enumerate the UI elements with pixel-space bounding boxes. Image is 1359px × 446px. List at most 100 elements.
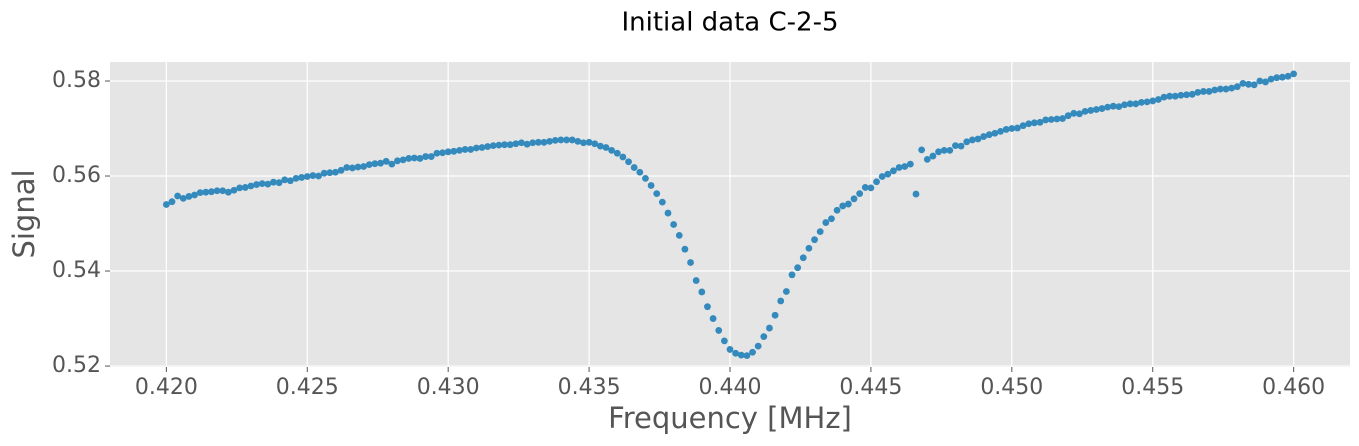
data-point <box>895 164 903 171</box>
data-point <box>811 236 818 244</box>
data-point <box>698 288 706 296</box>
data-point <box>168 198 176 206</box>
data-point <box>382 157 390 165</box>
data-point <box>912 190 920 198</box>
data-point <box>1076 110 1083 118</box>
data-point <box>399 156 407 164</box>
data-point <box>850 195 858 203</box>
data-point <box>844 200 852 208</box>
data-point <box>416 155 424 162</box>
data-point <box>1104 103 1112 111</box>
data-point <box>1138 98 1145 106</box>
data-point <box>456 146 463 154</box>
data-point <box>636 168 644 176</box>
data-point <box>1228 84 1236 92</box>
data-point <box>1188 90 1196 98</box>
data-point <box>946 146 954 154</box>
data-point <box>270 178 277 186</box>
data-point <box>461 146 469 153</box>
data-point <box>422 153 430 160</box>
data-point <box>619 153 627 161</box>
data-point <box>918 146 926 154</box>
data-point <box>833 206 841 214</box>
data-point <box>704 303 711 311</box>
data-point <box>1262 78 1269 86</box>
data-point <box>692 277 700 284</box>
data-point <box>1166 92 1174 100</box>
y-tick-label: 0.56 <box>52 163 101 188</box>
data-point <box>1278 73 1286 81</box>
data-point <box>1042 116 1050 124</box>
data-point <box>546 137 554 145</box>
data-point <box>529 139 537 147</box>
data-point <box>935 148 942 156</box>
data-point <box>1194 89 1202 96</box>
y-axis-label: Signal <box>7 169 41 258</box>
data-point <box>923 155 931 163</box>
data-point <box>1019 122 1027 130</box>
data-point <box>377 159 384 167</box>
data-point <box>394 157 401 165</box>
data-point <box>563 136 570 144</box>
data-point <box>940 146 948 154</box>
data-point <box>1171 92 1179 100</box>
data-point <box>957 142 965 150</box>
data-point <box>551 136 559 144</box>
data-point <box>191 191 198 199</box>
data-point <box>1177 91 1185 99</box>
data-point <box>732 349 740 357</box>
data-point <box>472 144 480 152</box>
data-point <box>788 271 796 279</box>
data-point <box>1245 80 1252 88</box>
data-point <box>580 139 587 147</box>
x-tick-label: 0.425 <box>276 375 339 400</box>
data-point <box>224 188 232 196</box>
data-point <box>1154 96 1162 103</box>
data-point <box>219 187 227 195</box>
data-point <box>771 311 779 319</box>
data-point <box>348 164 356 172</box>
data-point <box>974 135 982 143</box>
y-tick-label: 0.52 <box>52 353 101 378</box>
data-point <box>709 315 717 322</box>
x-tick-label: 0.420 <box>135 375 198 400</box>
data-point <box>737 351 745 359</box>
data-point <box>839 202 847 210</box>
data-point <box>670 221 678 228</box>
data-point <box>884 170 892 178</box>
data-point <box>1183 91 1190 99</box>
data-point <box>890 167 897 175</box>
data-point <box>1284 72 1292 80</box>
data-point <box>653 190 661 197</box>
data-point <box>1267 75 1275 83</box>
data-point <box>236 184 244 192</box>
data-point <box>360 163 368 170</box>
data-point <box>642 174 649 182</box>
data-point <box>822 219 830 226</box>
data-point <box>501 141 508 149</box>
data-point <box>1211 86 1219 94</box>
data-point <box>185 193 193 200</box>
data-point <box>281 176 289 184</box>
data-point <box>675 232 683 239</box>
chart-title: Initial data C-2-5 <box>621 8 838 38</box>
data-point <box>332 168 339 176</box>
data-point <box>1115 103 1123 111</box>
data-point <box>906 160 914 168</box>
x-tick-label: 0.440 <box>699 375 762 400</box>
data-point <box>805 244 813 252</box>
data-point <box>968 136 976 144</box>
data-point <box>439 149 446 157</box>
data-point <box>247 182 255 190</box>
data-point <box>754 342 762 350</box>
y-tick-label: 0.58 <box>52 68 101 93</box>
data-point <box>867 184 875 192</box>
data-point <box>1030 119 1038 127</box>
data-point <box>1081 108 1089 115</box>
data-point <box>980 133 988 140</box>
data-point <box>467 146 475 153</box>
data-point <box>766 324 773 332</box>
x-tick-label: 0.430 <box>417 375 480 400</box>
x-axis-label: Frequency [MHz] <box>608 401 852 435</box>
